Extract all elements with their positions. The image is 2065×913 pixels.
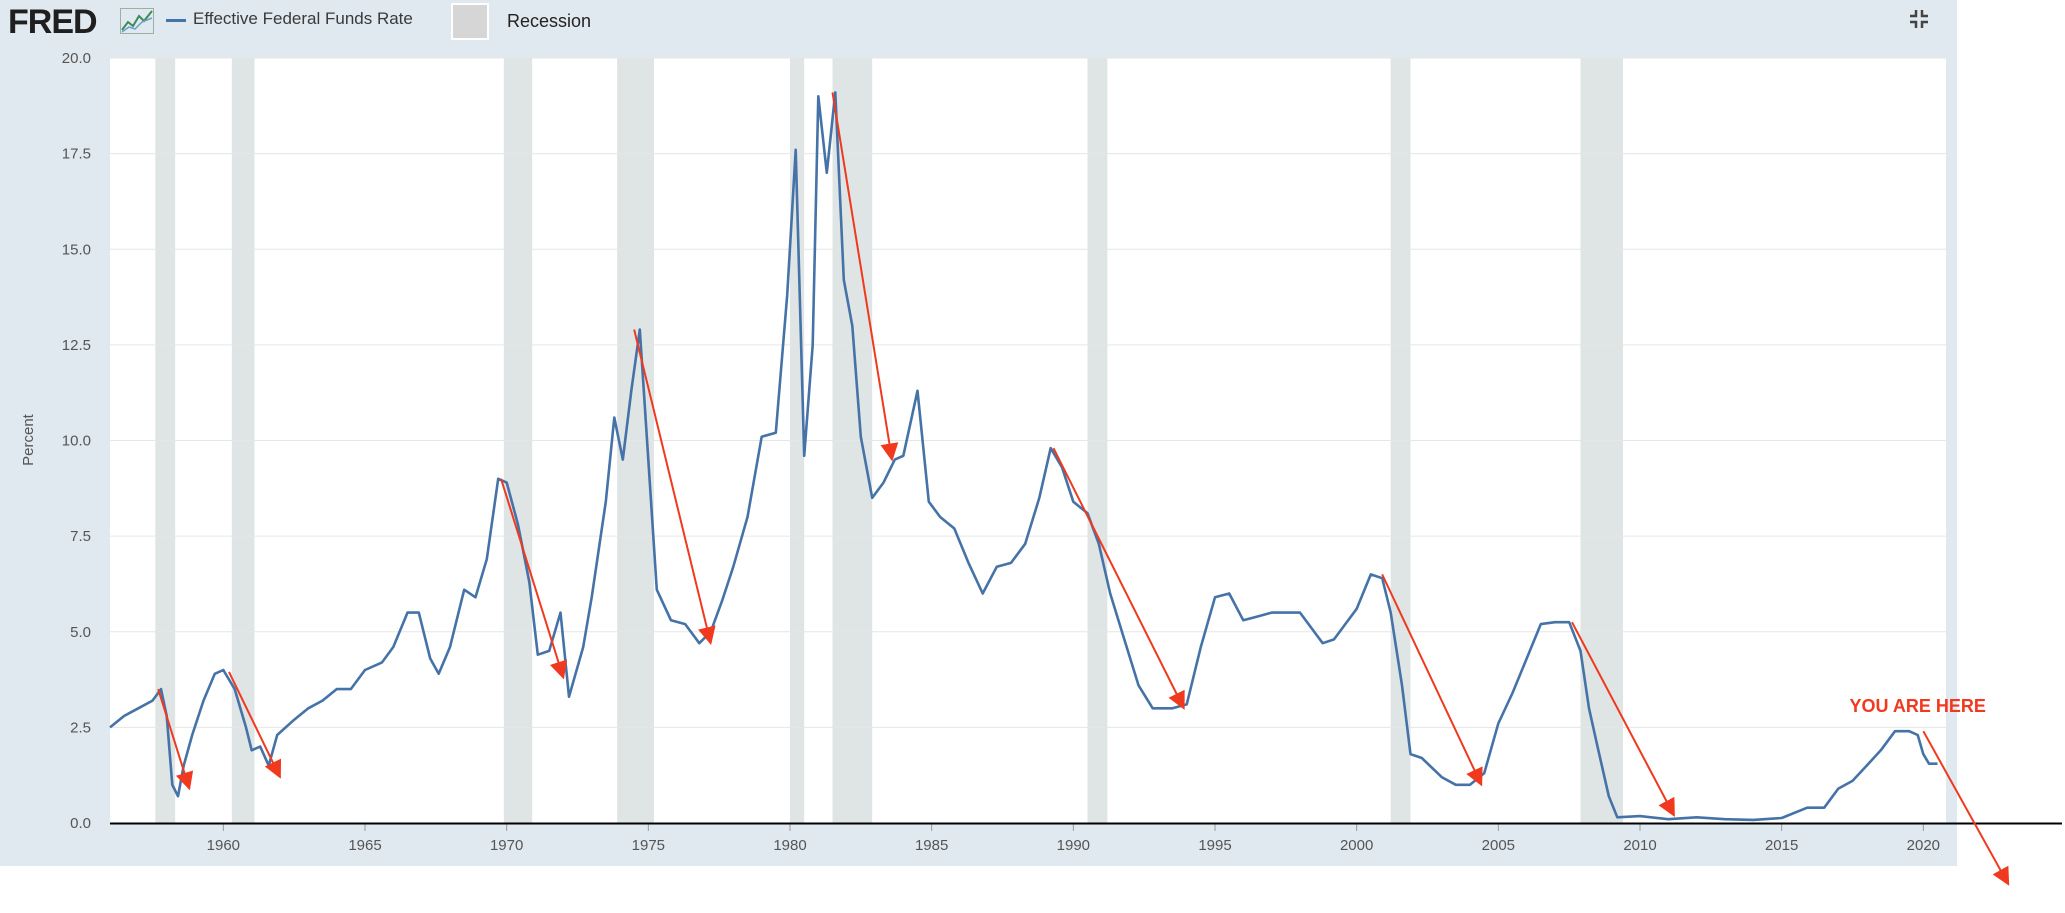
chart-header: FRED Effective Federal Funds Rate Recess…: [0, 0, 1957, 44]
x-tick-label: 2010: [1623, 837, 1656, 854]
y-tick-label: 20.0: [62, 50, 91, 67]
x-tick-label: 1980: [773, 837, 806, 854]
y-tick-label: 12.5: [62, 337, 91, 354]
y-tick-label: 7.5: [70, 528, 91, 545]
x-tick-label: 1985: [915, 837, 948, 854]
line-chart-icon: [120, 8, 154, 34]
annotation-arrows: [157, 92, 2010, 886]
annotation-arrow: [831, 92, 899, 462]
y-tick-label: 2.5: [70, 719, 91, 736]
legend-series-label[interactable]: Effective Federal Funds Rate: [193, 9, 413, 28]
y-axis-title: Percent: [20, 413, 37, 466]
x-tick-label: 1970: [490, 837, 523, 854]
annotation-arrow: [1571, 621, 1675, 817]
legend-series-swatch: [166, 19, 186, 22]
annotation-label: YOU ARE HERE: [1849, 696, 1985, 716]
legend-recession-swatch: [451, 3, 489, 40]
gridlines: [110, 57, 1946, 824]
x-tick-label: 1975: [632, 837, 665, 854]
x-tick-label: 1965: [348, 837, 381, 854]
annotations: YOU ARE HERE: [1849, 696, 1985, 716]
annotation-arrow: [1381, 573, 1483, 787]
annotation-arrow: [1922, 730, 2010, 886]
x-tick-label: 2015: [1765, 837, 1798, 854]
legend-recession-label: Recession: [507, 11, 592, 31]
annotation-arrow: [228, 671, 282, 779]
x-tick-label: 1960: [207, 837, 240, 854]
x-tick-label: 2020: [1907, 837, 1940, 854]
x-tick-label: 2000: [1340, 837, 1373, 854]
annotation-arrow: [157, 688, 194, 791]
x-tick-label: 1990: [1057, 837, 1090, 854]
annotation-arrow: [500, 478, 568, 680]
y-tick-label: 0.0: [70, 815, 91, 832]
exit-fullscreen-icon[interactable]: [1908, 8, 1930, 30]
y-tick-labels: 0.0 2.5 5.0 7.5 10.0 12.5 15.0 17.5 20.0: [62, 50, 91, 832]
y-tick-label: 10.0: [62, 433, 91, 450]
fred-logo[interactable]: FRED: [8, 3, 98, 41]
y-tick-label: 15.0: [62, 241, 91, 258]
annotation-arrow: [633, 329, 716, 645]
y-tick-label: 5.0: [70, 624, 91, 641]
x-tick-label: 2005: [1482, 837, 1515, 854]
x-tick-labels: 1960 1965 1970 1975 1980 1985 1990 1995 2000 2005…: [207, 823, 1940, 854]
y-tick-label: 17.5: [62, 146, 91, 163]
x-tick-label: 1995: [1198, 837, 1231, 854]
annotation-arrow: [1052, 447, 1185, 710]
